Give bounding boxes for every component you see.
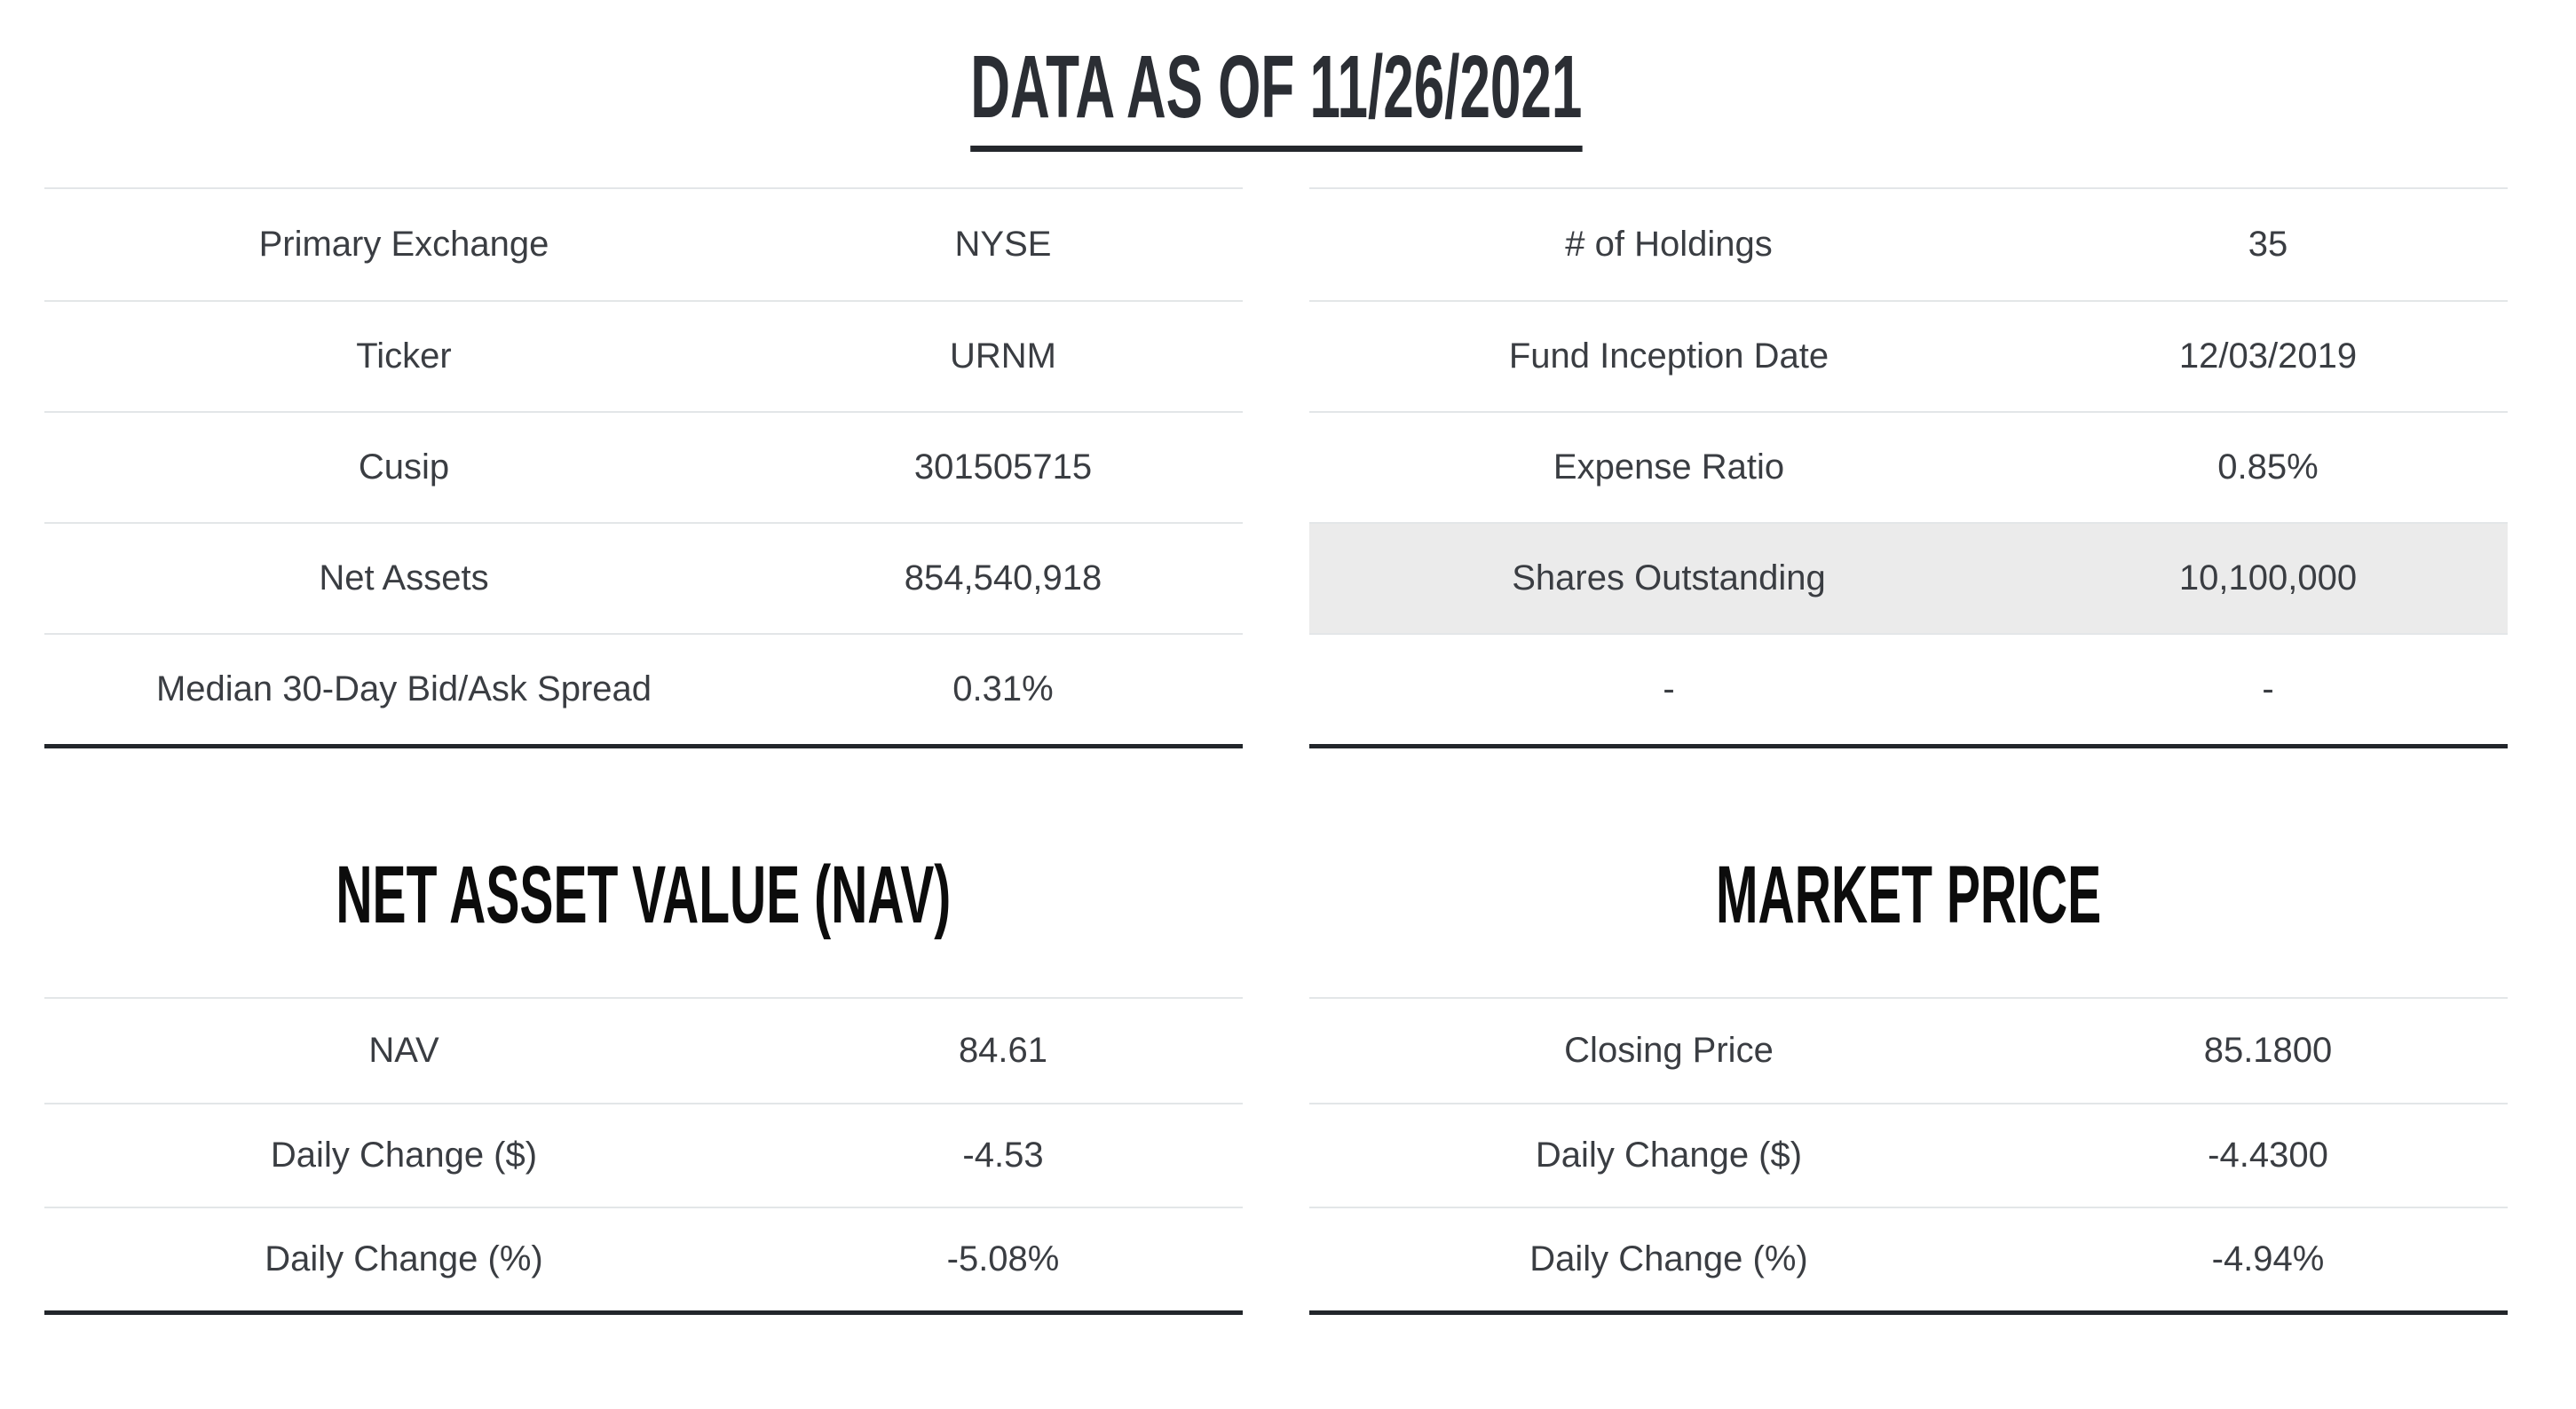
row-label: # of Holdings bbox=[1565, 225, 1773, 264]
market-price-column: MARKET PRICE Closing Price 85.1800 Daily… bbox=[1309, 748, 2508, 1315]
row-value: -4.53 bbox=[763, 1103, 1243, 1207]
table-row: Net Assets 854,540,918 bbox=[44, 522, 1243, 633]
fund-data-page: DATA AS OF 11/26/2021 Primary Exchange N… bbox=[44, 43, 2508, 1315]
row-label: Net Assets bbox=[44, 522, 763, 633]
row-value: 35 bbox=[2248, 225, 2288, 264]
fund-details-table-right: # of Holdings 35 Fund Inception Date 12/… bbox=[1309, 187, 2508, 748]
row-value: 12/03/2019 bbox=[2028, 300, 2508, 411]
row-value: URNM bbox=[763, 300, 1243, 411]
row-label: Daily Change (%) bbox=[1309, 1207, 2028, 1310]
row-value: 0.31% bbox=[763, 633, 1243, 744]
table-row: - - bbox=[1309, 633, 2508, 744]
table-row: Daily Change (%) -5.08% bbox=[44, 1207, 1243, 1310]
table-row: NAV 84.61 bbox=[44, 999, 1243, 1103]
row-label: Daily Change ($) bbox=[1309, 1103, 2028, 1207]
table-row: Closing Price 85.1800 bbox=[1309, 999, 2508, 1103]
table-row: Primary Exchange NYSE bbox=[44, 189, 1243, 300]
fund-details-left-column: Primary Exchange NYSE Ticker URNM Cusip … bbox=[44, 187, 1243, 748]
table-row-highlighted: Shares Outstanding 10,100,000 bbox=[1309, 522, 2508, 633]
row-value: 0.85% bbox=[2028, 411, 2508, 522]
row-value: -5.08% bbox=[763, 1207, 1243, 1310]
table-row: Daily Change ($) -4.53 bbox=[44, 1103, 1243, 1207]
row-value: -4.94% bbox=[2028, 1207, 2508, 1310]
nav-column: NET ASSET VALUE (NAV) NAV 84.61 Daily Ch… bbox=[44, 748, 1243, 1315]
row-label: Cusip bbox=[44, 411, 763, 522]
row-label: - bbox=[1309, 633, 2028, 744]
nav-section-title-row: NET ASSET VALUE (NAV) bbox=[44, 854, 1243, 936]
table-row: Daily Change ($) -4.4300 bbox=[1309, 1103, 2508, 1207]
market-section-title-row: MARKET PRICE bbox=[1309, 854, 2508, 936]
nav-section-title: NET ASSET VALUE (NAV) bbox=[336, 850, 952, 940]
row-label: Primary Exchange bbox=[258, 225, 549, 264]
table-row: # of Holdings 35 bbox=[1309, 189, 2508, 300]
row-value: - bbox=[2028, 633, 2508, 744]
fund-details-section: Primary Exchange NYSE Ticker URNM Cusip … bbox=[44, 187, 2508, 748]
fund-details-right-column: # of Holdings 35 Fund Inception Date 12/… bbox=[1309, 187, 2508, 748]
page-title: DATA AS OF 11/26/2021 bbox=[969, 43, 1583, 152]
row-label: Closing Price bbox=[1564, 1031, 1774, 1070]
row-label: NAV bbox=[368, 1031, 439, 1070]
row-label: Median 30-Day Bid/Ask Spread bbox=[44, 633, 763, 744]
table-row: Daily Change (%) -4.94% bbox=[1309, 1207, 2508, 1310]
fund-details-table-left: Primary Exchange NYSE Ticker URNM Cusip … bbox=[44, 187, 1243, 748]
market-price-table: Closing Price 85.1800 Daily Change ($) -… bbox=[1309, 997, 2508, 1315]
row-value: 85.1800 bbox=[2203, 1031, 2333, 1070]
row-label: Daily Change ($) bbox=[44, 1103, 763, 1207]
row-label: Expense Ratio bbox=[1309, 411, 2028, 522]
row-value: NYSE bbox=[954, 225, 1052, 264]
table-row: Expense Ratio 0.85% bbox=[1309, 411, 2508, 522]
row-label: Daily Change (%) bbox=[44, 1207, 763, 1310]
nav-table: NAV 84.61 Daily Change ($) -4.53 Daily C… bbox=[44, 997, 1243, 1315]
table-row: Fund Inception Date 12/03/2019 bbox=[1309, 300, 2508, 411]
row-value: 301505715 bbox=[763, 411, 1243, 522]
market-section-title: MARKET PRICE bbox=[1715, 850, 2102, 940]
table-row: Ticker URNM bbox=[44, 300, 1243, 411]
row-label: Shares Outstanding bbox=[1309, 522, 2028, 633]
row-label: Ticker bbox=[44, 300, 763, 411]
row-label: Fund Inception Date bbox=[1309, 300, 2028, 411]
price-section: NET ASSET VALUE (NAV) NAV 84.61 Daily Ch… bbox=[44, 748, 2508, 1315]
row-value: 84.61 bbox=[958, 1031, 1048, 1070]
row-value: 10,100,000 bbox=[2028, 522, 2508, 633]
row-value: 854,540,918 bbox=[763, 522, 1243, 633]
table-row: Cusip 301505715 bbox=[44, 411, 1243, 522]
row-value: -4.4300 bbox=[2028, 1103, 2508, 1207]
table-row: Median 30-Day Bid/Ask Spread 0.31% bbox=[44, 633, 1243, 744]
page-title-row: DATA AS OF 11/26/2021 bbox=[44, 43, 2508, 152]
